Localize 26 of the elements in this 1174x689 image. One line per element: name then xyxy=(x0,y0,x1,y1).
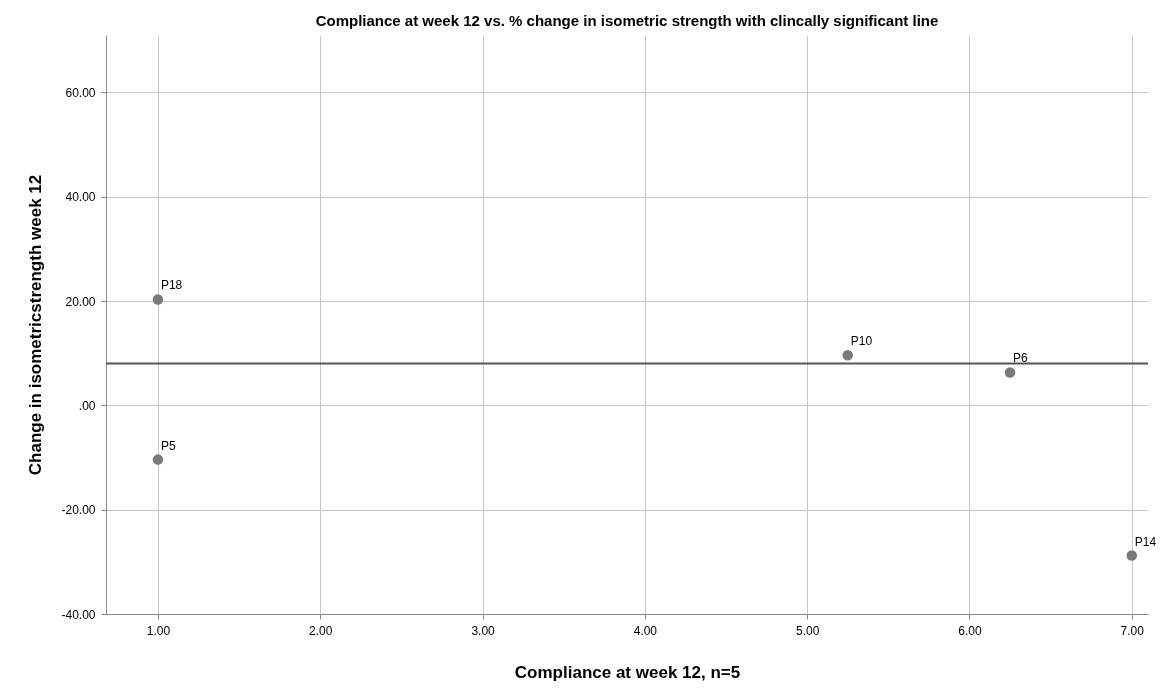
x-tick-label: 2.00 xyxy=(309,623,333,638)
point xyxy=(152,454,164,465)
y-tick-label: -40.00 xyxy=(61,607,96,622)
y-axis-title: Change in isometricstrength week 12 xyxy=(26,174,46,476)
y-tick-label: .00 xyxy=(78,398,96,413)
chart-title: Compliance at week 12 vs. % change in isometric strength with clincally significant line xyxy=(315,12,939,29)
x-tick-label: 3.00 xyxy=(471,623,496,638)
annotation: P6 xyxy=(1013,351,1029,366)
y-tick-label: -20.00 xyxy=(61,503,96,518)
annotation: P10 xyxy=(850,334,873,349)
x-tick-label: 5.00 xyxy=(795,623,820,638)
y-tick-label: 40.00 xyxy=(65,190,96,205)
y-tick-label: 60.00 xyxy=(65,85,96,100)
annotation: P18 xyxy=(160,278,183,293)
point xyxy=(1004,367,1016,378)
point xyxy=(842,350,853,361)
point xyxy=(152,294,164,305)
x-tick-label: 1.00 xyxy=(146,623,171,638)
annotation: P14 xyxy=(1134,534,1157,549)
x-tick-label: 6.00 xyxy=(958,623,982,638)
point xyxy=(1126,550,1138,561)
y-tick-label: 20.00 xyxy=(65,294,96,309)
x-axis-title: Compliance at week 12, n=5 xyxy=(514,662,741,682)
x-tick-label: 4.00 xyxy=(633,623,658,638)
annotation: P5 xyxy=(160,438,176,453)
x-tick-label: 7.00 xyxy=(1120,623,1145,638)
